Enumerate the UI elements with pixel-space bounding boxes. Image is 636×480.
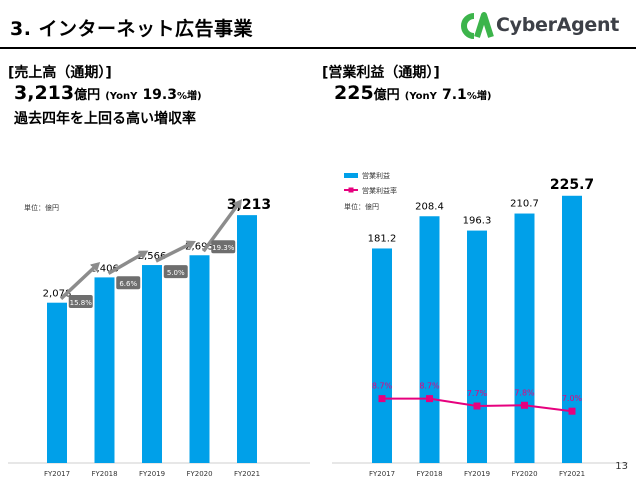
growth-badge (163, 265, 188, 279)
growth-arrow (202, 202, 241, 253)
sales-heading: [売上高（通期）] (8, 65, 112, 81)
sales-category-label: FY2020 (186, 470, 212, 478)
sales-bar-label: 2,566 (138, 251, 167, 262)
growth-arrow (107, 251, 145, 275)
sales-bar-label: 2,078 (43, 289, 72, 300)
op-income-yoy-suffix: %増) (466, 91, 492, 102)
op-income-bar-label: 196.3 (463, 216, 492, 227)
growth-badge (68, 295, 93, 309)
sales-unit: 億円 (74, 88, 101, 103)
sales-bar (142, 265, 162, 463)
growth-arrow (59, 264, 98, 300)
op-margin-label: 7.8% (514, 388, 535, 397)
sales-yoy-label: (YonY (105, 91, 138, 102)
op-margin-label: 8.7% (372, 382, 393, 391)
growth-arrow-head-icon (185, 240, 196, 250)
op-income-bar (514, 213, 535, 463)
growth-arrow-head-icon (232, 199, 242, 210)
op-margin-point (378, 395, 386, 403)
logo-mark-icon (461, 12, 494, 39)
op-income-total: 225 (334, 82, 374, 104)
cyberagent-logo: CyberAgent (458, 10, 630, 42)
op-income-unit: 億円 (373, 88, 400, 103)
growth-badge-label: 5.0% (167, 269, 185, 277)
page-title: 3. インターネット広告事業 (10, 18, 254, 40)
sales-yoy-suffix: %増) (176, 91, 202, 102)
sales-total: 3,213 (14, 82, 75, 104)
sales-bar (47, 302, 67, 463)
op-margin-point (473, 402, 481, 410)
op-income-bar (419, 216, 440, 463)
title-divider (0, 47, 636, 49)
sales-category-label: FY2017 (44, 470, 70, 478)
op-category-label: FY2019 (464, 470, 490, 478)
op-income-bar-label: 210.7 (510, 199, 539, 210)
op-category-label: FY2020 (511, 470, 537, 478)
op-margin-point (521, 401, 528, 409)
sales-category-label: FY2018 (91, 470, 117, 478)
sales-category-label: FY2021 (234, 470, 260, 478)
sales-category-label: FY2019 (139, 470, 165, 478)
op-income-summary: 225億円 (YonY 7.1%増) (334, 82, 491, 104)
growth-arrow (155, 241, 193, 263)
op-margin-point (426, 395, 433, 403)
legend-bar-swatch (344, 173, 358, 178)
op-margin-label: 7.7% (467, 389, 488, 398)
growth-badge (211, 240, 236, 254)
legend-line-label: 営業利益率 (362, 186, 397, 195)
op-margin-label: 8.7% (419, 382, 440, 391)
op-income-bar-label: 181.2 (368, 233, 397, 244)
op-margin-label: 7.0% (562, 394, 583, 403)
sales-chart: 単位：億円 2,078 FY2017 2,406 FY2018 2,566 FY2019 2,… (8, 197, 310, 478)
growth-badge (116, 276, 141, 290)
sales-bar (237, 215, 257, 463)
sales-headline: 過去四年を上回る高い増収率 (14, 111, 196, 127)
growth-badge-label: 15.8% (70, 299, 93, 307)
op-category-label: FY2017 (369, 470, 395, 478)
sales-bar-label: 2,693 (185, 241, 214, 252)
op-category-label: FY2018 (416, 470, 442, 478)
op-income-heading: [営業利益（通期）] (322, 65, 440, 81)
growth-badge-label: 19.3% (212, 244, 235, 252)
growth-arrow-head-icon (90, 261, 101, 272)
page-number: 13 (615, 461, 628, 472)
growth-badge-label: 6.6% (119, 280, 137, 288)
sales-yoy-value: 19.3 (142, 87, 177, 103)
sales-unit-label: 単位：億円 (24, 203, 59, 212)
op-income-yoy-label: (YonY (404, 91, 437, 102)
op-income-bar (467, 230, 487, 463)
legend-line-marker-icon (348, 187, 354, 193)
op-unit-label: 単位：億円 (344, 202, 379, 211)
sales-summary: 3,213億円 (YonY 19.3%増) (14, 82, 202, 104)
op-income-bar (562, 195, 582, 463)
op-income-bar-label: 208.4 (415, 201, 444, 212)
legend-bar-label: 営業利益 (362, 171, 390, 180)
growth-arrow-head-icon (138, 250, 149, 260)
op-income-bar (372, 248, 392, 463)
op-income-yoy-value: 7.1 (442, 87, 467, 103)
sales-bar (189, 255, 210, 463)
sales-bar (94, 277, 115, 463)
op-category-label: FY2021 (559, 470, 585, 478)
logo-text: CyberAgent (496, 14, 619, 36)
op-margin-point (568, 407, 576, 415)
sales-bar-label: 2,406 (90, 263, 119, 274)
op-income-bar-label: 225.7 (550, 177, 594, 193)
